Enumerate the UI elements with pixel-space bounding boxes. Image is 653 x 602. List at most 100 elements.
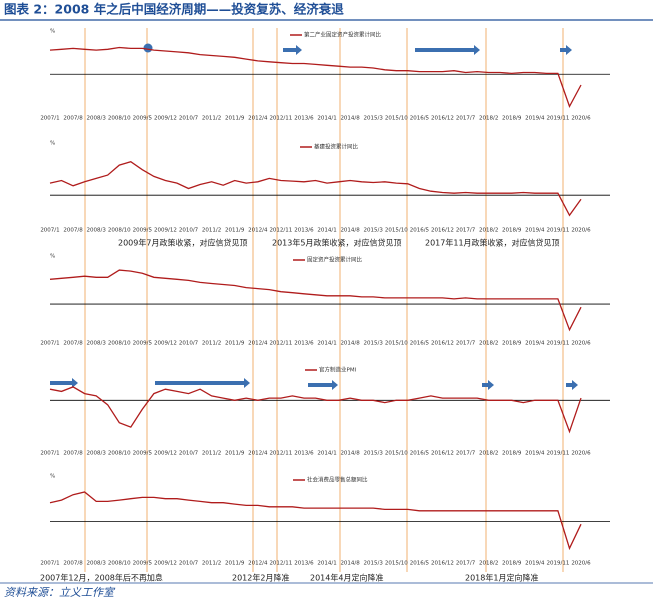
x-tick-label: 2017/7 bbox=[456, 116, 476, 122]
x-tick-label: 2018/9 bbox=[502, 341, 522, 347]
x-tick-label: 2011/2 bbox=[202, 116, 221, 122]
arrow bbox=[482, 380, 494, 390]
x-tick-label: 2009/12 bbox=[154, 561, 177, 567]
x-tick-label: 2011/2 bbox=[202, 341, 221, 347]
x-tick-label: 2015/3 bbox=[364, 228, 384, 234]
x-tick-label: 2013/6 bbox=[294, 341, 314, 347]
x-tick-label: 2014/8 bbox=[340, 451, 360, 457]
x-tick-label: 2019/11 bbox=[546, 341, 569, 347]
x-tick-label: 2009/5 bbox=[133, 561, 153, 567]
x-tick-label: 2011/2 bbox=[202, 228, 221, 234]
x-tick-label: 2009/5 bbox=[133, 451, 153, 457]
x-tick-label: 2014/8 bbox=[340, 341, 360, 347]
arrow bbox=[560, 45, 572, 55]
x-tick-label: 2016/5 bbox=[410, 561, 430, 567]
x-tick-label: 2018/2 bbox=[479, 341, 498, 347]
legend-label: 官方制造业PMI bbox=[319, 366, 357, 374]
x-tick-label: 2020/6 bbox=[571, 341, 591, 347]
x-tick-label: 2015/10 bbox=[385, 341, 408, 347]
annotation: 2018年1月定向降准 bbox=[465, 573, 538, 583]
arrows bbox=[50, 43, 578, 390]
x-tick-label: 2019/11 bbox=[546, 561, 569, 567]
x-tick-label: 2009/12 bbox=[154, 228, 177, 234]
x-tick-label: 2015/3 bbox=[364, 451, 384, 457]
page-title: 图表 2：2008 年之后中国经济周期——投资复苏、经济衰退 bbox=[4, 2, 344, 17]
x-tick-label: 2008/10 bbox=[108, 341, 131, 347]
x-tick-label: 2011/9 bbox=[225, 451, 245, 457]
x-tick-label: 2019/4 bbox=[525, 341, 545, 347]
x-tick-label: 2009/12 bbox=[154, 116, 177, 122]
x-tick-label: 2008/10 bbox=[108, 451, 131, 457]
x-tick-label: 2019/4 bbox=[525, 228, 545, 234]
x-tick-label: 2016/12 bbox=[431, 341, 454, 347]
x-tick-label: 2011/9 bbox=[225, 228, 245, 234]
data-line bbox=[49, 160, 582, 217]
data-line bbox=[49, 491, 582, 551]
source: 资料来源：立义工作室 bbox=[4, 586, 116, 599]
x-tick-label: 2007/8 bbox=[63, 116, 83, 122]
x-tick-label: 2010/7 bbox=[179, 341, 199, 347]
x-tick-label: 2017/7 bbox=[456, 228, 476, 234]
x-tick-label: 2009/5 bbox=[133, 116, 153, 122]
x-tick-label: 2010/7 bbox=[179, 561, 199, 567]
x-tick-label: 2019/4 bbox=[525, 451, 545, 457]
x-tick-label: 2012/4 bbox=[248, 561, 268, 567]
x-tick-label: 2013/6 bbox=[294, 561, 314, 567]
x-tick-label: 2011/9 bbox=[225, 116, 245, 122]
annotation: 2017年11月政策收紧，对应信贷见顶 bbox=[425, 238, 560, 248]
x-tick-label: 2017/7 bbox=[456, 561, 476, 567]
x-tick-label: 2019/4 bbox=[525, 116, 545, 122]
x-tick-label: 2019/11 bbox=[546, 228, 569, 234]
x-tick-label: 2015/10 bbox=[385, 228, 408, 234]
data-line bbox=[49, 386, 582, 434]
x-tick-label: 2014/1 bbox=[317, 228, 336, 234]
x-tick-label: 2013/6 bbox=[294, 451, 314, 457]
x-tick-label: 2007/8 bbox=[63, 451, 83, 457]
legend-label: 社会消费品零售总额同比 bbox=[307, 476, 368, 484]
annotation: 2014年4月定向降准 bbox=[310, 573, 383, 583]
x-tick-label: 2018/2 bbox=[479, 561, 498, 567]
x-tick-label: 2009/12 bbox=[154, 451, 177, 457]
x-tick-label: 2012/11 bbox=[269, 561, 292, 567]
x-tick-label: 2015/10 bbox=[385, 451, 408, 457]
arrow bbox=[155, 378, 250, 388]
y-axis-label: % bbox=[50, 141, 55, 147]
x-tick-label: 2010/7 bbox=[179, 228, 199, 234]
x-tick-label: 2007/1 bbox=[40, 341, 59, 347]
x-tick-label: 2016/12 bbox=[431, 451, 454, 457]
x-tick-label: 2016/12 bbox=[431, 561, 454, 567]
x-tick-label: 2008/3 bbox=[86, 341, 106, 347]
x-tick-label: 2012/11 bbox=[269, 341, 292, 347]
x-tick-label: 2013/6 bbox=[294, 116, 314, 122]
x-tick-label: 2014/1 bbox=[317, 116, 336, 122]
x-tick-label: 2020/6 bbox=[571, 228, 591, 234]
x-tick-label: 2008/3 bbox=[86, 451, 106, 457]
annotation: 2013年5月政策收紧，对应信贷见顶 bbox=[272, 238, 401, 248]
x-tick-label: 2008/10 bbox=[108, 116, 131, 122]
x-tick-label: 2011/9 bbox=[225, 561, 245, 567]
x-tick-label: 2008/10 bbox=[108, 228, 131, 234]
x-tick-label: 2018/2 bbox=[479, 228, 498, 234]
x-tick-label: 2018/9 bbox=[502, 116, 522, 122]
data-line bbox=[49, 46, 582, 109]
x-tick-label: 2012/4 bbox=[248, 451, 268, 457]
x-tick-label: 2015/10 bbox=[385, 561, 408, 567]
x-tick-label: 2018/9 bbox=[502, 228, 522, 234]
x-tick-label: 2011/9 bbox=[225, 341, 245, 347]
x-tick-label: 2015/3 bbox=[364, 116, 384, 122]
x-tick-label: 2009/5 bbox=[133, 228, 153, 234]
x-tick-label: 2018/9 bbox=[502, 451, 522, 457]
annotation: 2007年12月，2008年后不再加息 bbox=[40, 573, 163, 583]
x-tick-label: 2007/1 bbox=[40, 116, 59, 122]
x-tick-label: 2013/6 bbox=[294, 228, 314, 234]
x-tick-label: 2007/8 bbox=[63, 341, 83, 347]
annotation: 2012年2月降准 bbox=[232, 573, 289, 583]
x-tick-label: 2008/10 bbox=[108, 561, 131, 567]
x-tick-label: 2010/7 bbox=[179, 116, 199, 122]
x-tick-label: 2008/3 bbox=[86, 116, 106, 122]
x-tick-label: 2009/12 bbox=[154, 341, 177, 347]
x-tick-label: 2008/3 bbox=[86, 228, 106, 234]
x-tick-label: 2011/2 bbox=[202, 561, 221, 567]
x-tick-label: 2017/7 bbox=[456, 451, 476, 457]
x-tick-label: 2007/8 bbox=[63, 561, 83, 567]
